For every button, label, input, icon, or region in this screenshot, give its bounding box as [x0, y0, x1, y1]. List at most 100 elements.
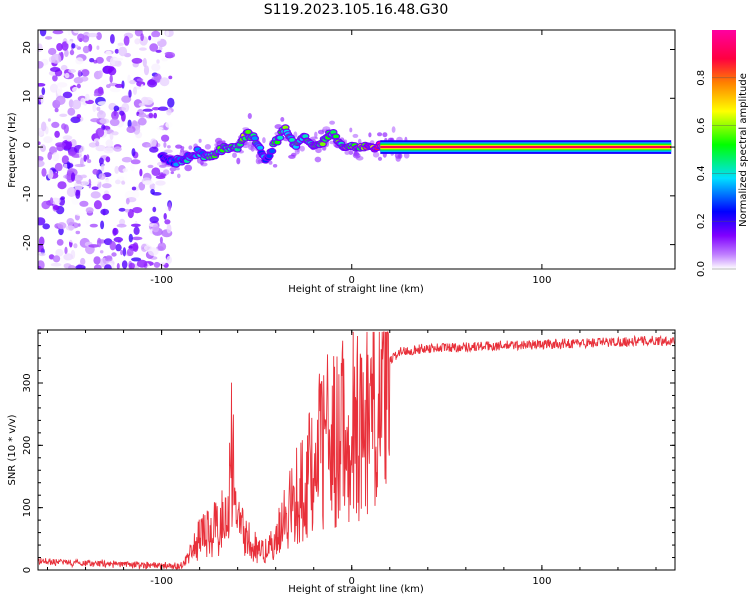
noise-blob: [115, 243, 122, 252]
spectrogram-xtick-label: 0: [349, 275, 355, 286]
noise-blob: [130, 164, 135, 172]
noise-blob: [82, 35, 90, 43]
noise-blob: [147, 79, 158, 88]
noise-blob: [123, 172, 128, 183]
noise-blob: [136, 78, 144, 82]
noise-blob: [64, 72, 70, 79]
ridge-core: [282, 125, 289, 130]
scatter-blob: [377, 156, 383, 161]
ridge-core: [173, 162, 180, 167]
noise-blob: [113, 57, 124, 61]
noise-blob: [131, 236, 143, 241]
noise-blob: [66, 187, 77, 197]
noise-blob: [73, 30, 80, 34]
ridge-core: [245, 129, 252, 134]
noise-blob: [168, 75, 173, 80]
scatter-blob: [184, 164, 193, 172]
scatter-blob: [232, 152, 237, 158]
noise-blob: [88, 142, 98, 148]
noise-blob: [38, 141, 41, 145]
noise-blob: [67, 107, 76, 116]
noise-blob: [74, 44, 79, 49]
noise-blob: [142, 180, 154, 186]
ridge-core: [330, 130, 337, 135]
snr-ytick-label: 0: [22, 567, 33, 573]
noise-blob: [128, 89, 132, 98]
noise-blob: [50, 197, 61, 205]
noise-blob: [47, 151, 52, 161]
noise-blob: [114, 48, 119, 54]
noise-blob: [147, 164, 154, 169]
noise-blob: [92, 178, 102, 183]
noise-blob: [148, 112, 154, 119]
noise-blob: [153, 112, 157, 119]
noise-blob: [57, 181, 67, 190]
noise-blob: [96, 106, 101, 111]
noise-blob: [165, 30, 170, 37]
noise-blob: [77, 70, 82, 78]
noise-blob: [153, 261, 161, 268]
scatter-blob: [310, 136, 319, 140]
noise-blob: [148, 35, 152, 41]
noise-blob: [128, 262, 135, 269]
noise-blob: [125, 197, 130, 205]
noise-blob: [74, 180, 83, 191]
noise-blob: [64, 49, 69, 57]
scatter-blob: [167, 145, 171, 149]
scatter-blob: [314, 131, 318, 138]
noise-blob: [109, 74, 113, 84]
noise-blob: [156, 59, 160, 64]
noise-blob: [161, 134, 170, 142]
noise-blob: [93, 92, 98, 97]
noise-blob: [123, 35, 130, 46]
noise-blob: [95, 56, 104, 64]
noise-blob: [38, 217, 46, 226]
colorbar-tick-label: 0.2: [696, 213, 707, 229]
noise-blob: [50, 262, 62, 267]
noise-blob: [109, 241, 117, 251]
noise-blob: [130, 159, 141, 165]
noise-blob: [74, 163, 86, 168]
noise-blob: [66, 218, 75, 226]
scatter-blob: [204, 144, 211, 150]
noise-blob: [72, 86, 79, 93]
noise-blob: [71, 99, 82, 110]
scatter-blob: [198, 138, 202, 143]
noise-blob: [61, 139, 73, 150]
noise-blob: [68, 265, 76, 269]
noise-blob: [132, 242, 139, 253]
spectrogram-ytick-label: 0: [22, 142, 33, 148]
noise-blob: [132, 207, 143, 214]
noise-blob: [151, 30, 161, 38]
scatter-blob: [246, 141, 254, 146]
noise-blob: [103, 147, 114, 154]
noise-blob: [76, 180, 82, 184]
spectrogram-xtick-label: 100: [532, 275, 551, 286]
noise-blob: [39, 30, 47, 37]
noise-blob: [91, 186, 99, 190]
scatter-blob: [163, 141, 167, 148]
noise-blob: [110, 34, 115, 44]
noise-blob: [38, 243, 44, 253]
spectrogram-xtick-label: -100: [150, 275, 173, 286]
snr-ytick-label: 300: [22, 373, 33, 392]
noise-blob: [61, 155, 69, 165]
noise-blob: [90, 181, 99, 185]
noise-blob: [143, 245, 153, 251]
noise-blob: [138, 102, 145, 107]
noise-blob: [96, 45, 100, 50]
noise-blob: [131, 257, 142, 262]
noise-blob: [126, 126, 136, 133]
noise-blob: [98, 157, 104, 165]
scatter-blob: [169, 167, 177, 172]
noise-blob: [111, 252, 117, 257]
spectrogram-ytick-label: 20: [22, 41, 33, 54]
noise-blob: [139, 168, 143, 177]
noise-blob: [82, 45, 90, 54]
noise-blob: [83, 154, 87, 162]
scatter-blob: [382, 132, 388, 138]
scatter-blob: [175, 167, 180, 171]
noise-blob: [88, 244, 100, 248]
noise-blob: [100, 79, 109, 86]
noise-blob: [121, 156, 133, 163]
